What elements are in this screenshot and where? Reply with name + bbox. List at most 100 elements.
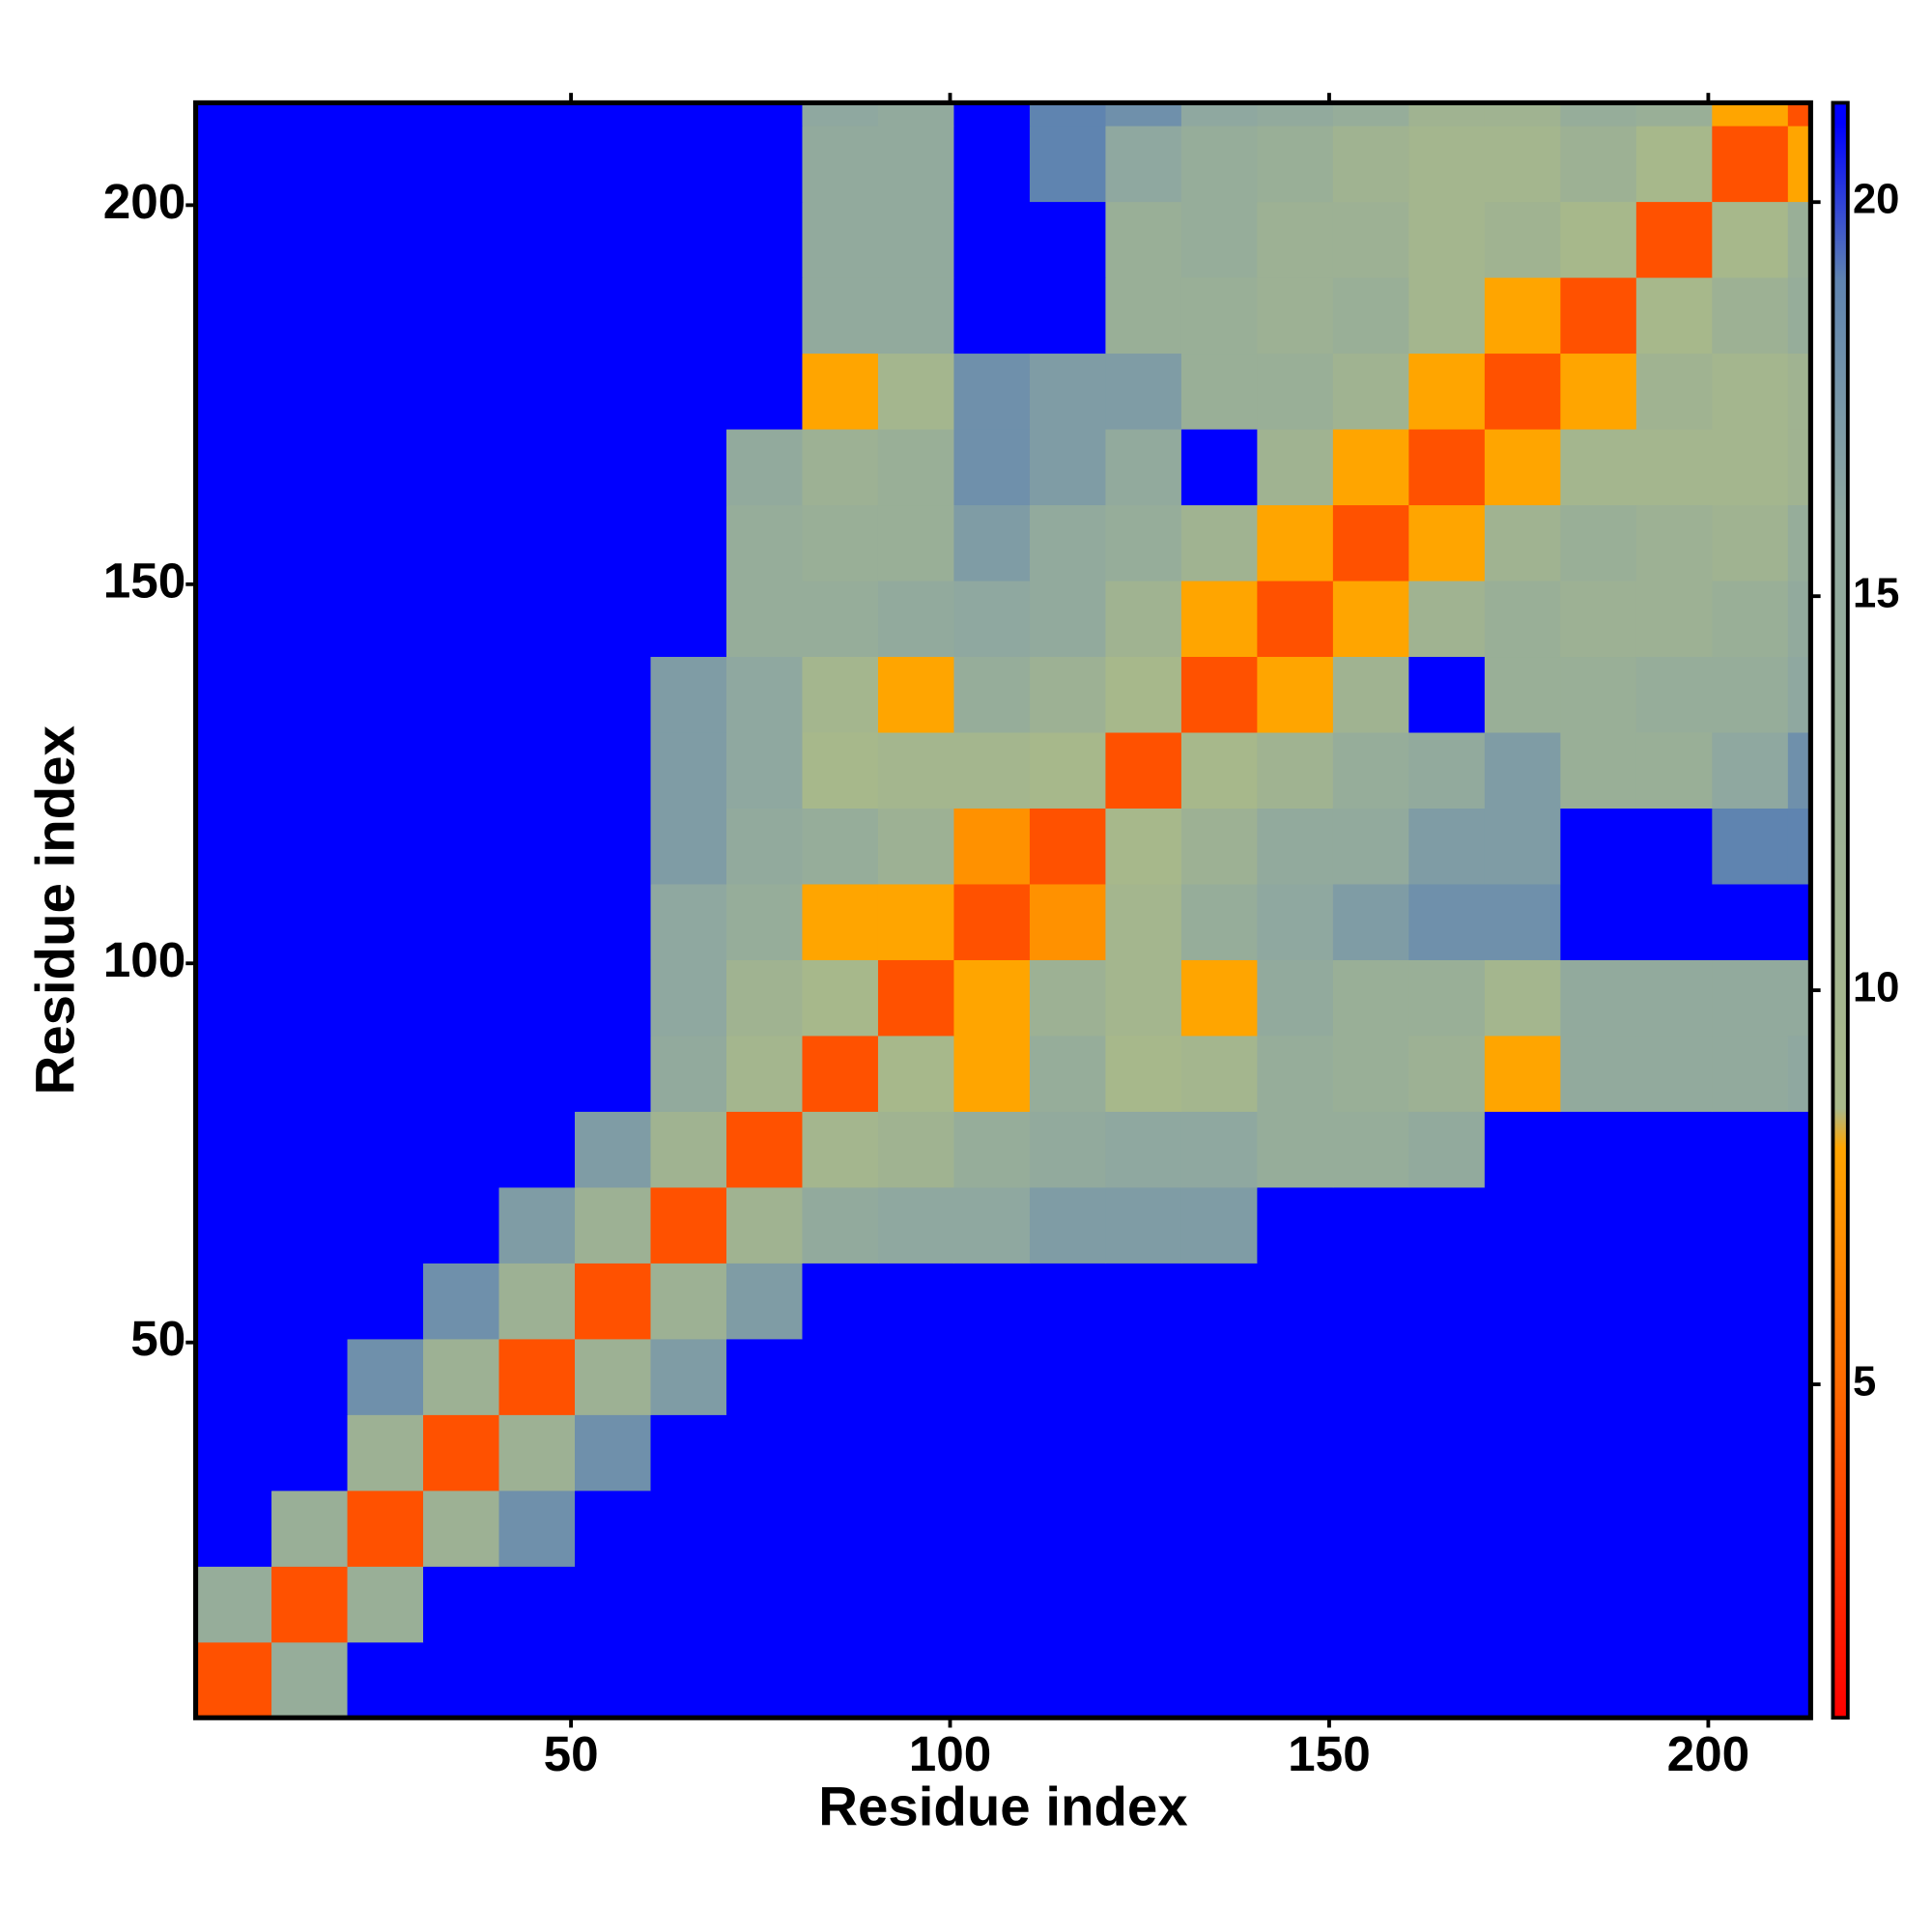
- heatmap-cell: [271, 201, 349, 278]
- heatmap-cell: [1105, 1490, 1182, 1567]
- heatmap-cell: [271, 1490, 349, 1567]
- heatmap-cell: [1408, 201, 1486, 278]
- heatmap-cell: [1332, 102, 1410, 127]
- heatmap-cell: [1560, 656, 1637, 733]
- heatmap-cell: [498, 201, 576, 278]
- heatmap-cell: [650, 580, 727, 658]
- heatmap-cell: [953, 580, 1031, 658]
- heatmap-cell: [877, 1111, 955, 1188]
- heatmap-cell: [423, 1338, 500, 1415]
- heatmap-cell: [347, 504, 424, 582]
- heatmap-cell: [1180, 808, 1259, 885]
- heatmap-cell: [498, 1111, 576, 1188]
- heatmap-cell: [1105, 959, 1182, 1037]
- heatmap-cell: [1712, 1263, 1789, 1340]
- heatmap-cell: [271, 1414, 349, 1492]
- heatmap-cell: [650, 656, 727, 733]
- heatmap-cell: [1484, 353, 1561, 430]
- heatmap-cell: [1560, 353, 1637, 430]
- heatmap-cell: [877, 1035, 955, 1112]
- heatmap-cell: [1257, 102, 1334, 127]
- heatmap-cell: [1408, 883, 1486, 960]
- heatmap-cell: [877, 1414, 955, 1492]
- heatmap-cell: [195, 808, 272, 885]
- heatmap-cell: [953, 1111, 1031, 1188]
- heatmap-cell: [725, 808, 804, 885]
- heatmap-cell: [1635, 201, 1713, 278]
- heatmap-cell: [1257, 353, 1334, 430]
- heatmap-cell: [1484, 656, 1561, 733]
- heatmap-cell: [1332, 1186, 1410, 1264]
- heatmap-cell: [1180, 656, 1259, 733]
- heatmap-cell: [575, 731, 652, 809]
- heatmap-cell: [271, 959, 349, 1037]
- x-axis-title: Residue index: [818, 1776, 1187, 1836]
- heatmap-cell: [1484, 102, 1561, 127]
- heatmap-cell: [1712, 580, 1789, 658]
- heatmap-cell: [1257, 883, 1334, 960]
- heatmap-cell: [725, 1566, 804, 1643]
- heatmap-cell: [1560, 1641, 1637, 1719]
- heatmap-cell: [725, 731, 804, 809]
- heatmap-cell: [1408, 1566, 1486, 1643]
- heatmap-cell: [953, 731, 1031, 809]
- heatmap-cell: [271, 1186, 349, 1264]
- heatmap-cell: [1484, 808, 1561, 885]
- heatmap-cell: [953, 959, 1031, 1037]
- heatmap-cell: [1712, 353, 1789, 430]
- heatmap-cell: [1560, 1338, 1637, 1415]
- heatmap-cell: [1105, 1338, 1182, 1415]
- heatmap-cell: [1105, 353, 1182, 430]
- heatmap-cell: [1635, 428, 1713, 506]
- heatmap-cell: [1787, 201, 1811, 278]
- heatmap-cell: [1029, 1566, 1107, 1643]
- heatmap-cell: [347, 959, 424, 1037]
- heatmap-cell: [1635, 1338, 1713, 1415]
- heatmap-cell: [1484, 883, 1561, 960]
- heatmap-cell: [1712, 1566, 1789, 1643]
- heatmap-cell: [1332, 731, 1410, 809]
- heatmap-cell: [1029, 1111, 1107, 1188]
- heatmap-cell: [802, 1641, 879, 1719]
- y-tick-label: 50: [130, 1311, 185, 1366]
- heatmap-cell: [575, 1263, 652, 1340]
- heatmap-cell: [423, 276, 500, 355]
- heatmap-cell: [1180, 731, 1259, 809]
- x-tick-label: 200: [1667, 1726, 1750, 1781]
- heatmap-cell: [1257, 959, 1334, 1037]
- heatmap-cell: [1029, 1263, 1107, 1340]
- heatmap-cell: [1484, 1111, 1561, 1188]
- heatmap-cell: [1484, 580, 1561, 658]
- heatmap-cell: [1408, 656, 1486, 733]
- heatmap-cell: [1484, 1035, 1561, 1112]
- heatmap-cell: [423, 201, 500, 278]
- heatmap-cell: [1029, 102, 1107, 127]
- heatmap-cell: [650, 1414, 727, 1492]
- heatmap-cell: [195, 125, 272, 203]
- heatmap-cell: [1029, 353, 1107, 430]
- heatmap-cell: [1332, 1111, 1410, 1188]
- heatmap-cell: [725, 1641, 804, 1719]
- y-axis-title: Residue index: [24, 725, 85, 1094]
- heatmap-cell: [650, 1566, 727, 1643]
- heatmap-cell: [1635, 353, 1713, 430]
- heatmap-cell: [498, 731, 576, 809]
- heatmap-cell: [1560, 580, 1637, 658]
- heatmap-cell: [1257, 428, 1334, 506]
- heatmap-cell: [1029, 1490, 1107, 1567]
- heatmap-cell: [1560, 959, 1637, 1037]
- heatmap-cell: [1787, 276, 1811, 355]
- heatmap-cell: [953, 656, 1031, 733]
- heatmap-cell: [1787, 1186, 1811, 1264]
- heatmap-cell: [1787, 1414, 1811, 1492]
- heatmap-cell: [498, 1414, 576, 1492]
- heatmap-cell: [195, 656, 272, 733]
- heatmap-cell: [1787, 1338, 1811, 1415]
- heatmap-cell: [1408, 731, 1486, 809]
- heatmap-cell: [650, 102, 727, 127]
- x-tick-label: 150: [1288, 1726, 1371, 1781]
- heatmap-cell: [877, 1263, 955, 1340]
- heatmap-cell: [423, 731, 500, 809]
- heatmap-cell: [1257, 125, 1334, 203]
- heatmap-cell: [802, 1566, 879, 1643]
